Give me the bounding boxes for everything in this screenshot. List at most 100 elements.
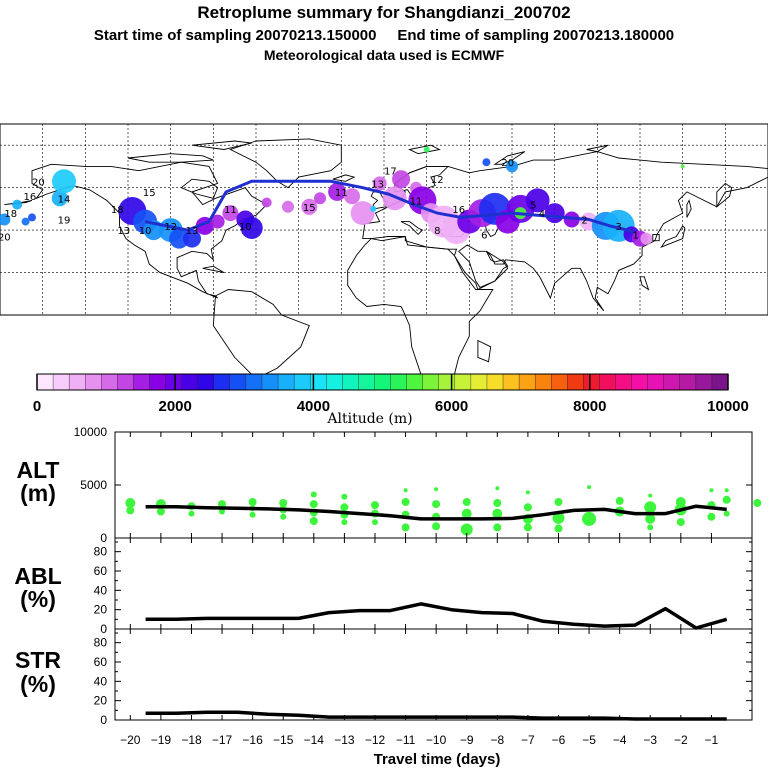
x-tick-label: −4 bbox=[613, 733, 627, 747]
alt-particle-cluster bbox=[188, 510, 195, 517]
alt-particle-cluster bbox=[495, 486, 500, 491]
plume-circle bbox=[372, 176, 387, 191]
x-tick-label: −11 bbox=[396, 733, 416, 747]
coastline bbox=[716, 182, 733, 208]
map-plume-label: 11 bbox=[335, 188, 348, 199]
colorbar-cell bbox=[197, 373, 215, 391]
colorbar-cell bbox=[679, 373, 697, 391]
map-plume-label: 10 bbox=[139, 226, 152, 237]
coastline bbox=[477, 339, 492, 363]
map-plume-label: 16 bbox=[452, 205, 465, 216]
colorbar-cell bbox=[358, 373, 375, 391]
alt-particle-cluster bbox=[219, 508, 225, 515]
coastline bbox=[180, 178, 219, 199]
x-tick-label: −1 bbox=[705, 733, 719, 747]
colorbar-cell bbox=[583, 373, 600, 391]
colorbar-cell bbox=[36, 373, 54, 391]
colorbar-tick-label: 0 bbox=[33, 398, 41, 415]
x-tick-label: −13 bbox=[334, 733, 355, 747]
x-tick-label: −3 bbox=[643, 733, 657, 747]
altitude-colorbar: 0 2000 4000 6000 8000 10000 Altitude (m) bbox=[33, 373, 749, 427]
alt-particle-cluster bbox=[156, 507, 165, 516]
alt-particle-cluster bbox=[310, 491, 317, 498]
plume-circle bbox=[350, 201, 375, 226]
colorbar-cell bbox=[133, 373, 150, 391]
meteorological-data-line: Meteorological data used is ECMWF bbox=[263, 47, 505, 63]
alt-particle-cluster bbox=[644, 501, 657, 514]
altitude-series-line bbox=[145, 504, 727, 521]
plume-circle bbox=[240, 217, 263, 239]
alt-particle-cluster bbox=[523, 523, 532, 532]
alt-particle-cluster bbox=[552, 511, 565, 524]
plume-circle bbox=[544, 203, 565, 224]
plume-circle bbox=[28, 213, 36, 222]
alt-particle-cluster bbox=[645, 513, 656, 524]
x-tick-label: −8 bbox=[490, 733, 504, 747]
coastline bbox=[586, 144, 609, 153]
map-plume-label: 11 bbox=[224, 205, 237, 216]
alt-particle-cluster bbox=[280, 513, 287, 520]
plume-circle bbox=[525, 188, 550, 213]
plume-circle bbox=[222, 205, 239, 222]
alt-particle-cluster bbox=[432, 522, 441, 531]
y-tick-label: 60 bbox=[94, 564, 108, 578]
colorbar-cell bbox=[615, 373, 633, 391]
alt-particle-cluster bbox=[341, 519, 348, 526]
colorbar-tick-label: 6000 bbox=[435, 398, 468, 415]
map-plume-label: 2 bbox=[581, 216, 587, 227]
x-tick-label: −16 bbox=[242, 733, 263, 747]
coastline bbox=[493, 151, 526, 165]
alt-panel-label-1: ALT bbox=[16, 457, 59, 483]
coastline bbox=[212, 289, 310, 380]
y-tick-label: 0 bbox=[100, 622, 107, 636]
alt-particle-cluster bbox=[126, 506, 135, 515]
plume-circle bbox=[382, 186, 407, 211]
colorbar-cell bbox=[470, 373, 488, 391]
colorbar-cell bbox=[518, 373, 536, 391]
plume-circle bbox=[21, 217, 30, 226]
colorbar-cell bbox=[631, 373, 649, 391]
map-plume-label: 20 bbox=[32, 177, 45, 188]
colorbar-tick-label: 8000 bbox=[573, 398, 606, 415]
map-plume-label: 5 bbox=[530, 201, 536, 212]
map-plume-label: 12 bbox=[431, 175, 444, 186]
map-plume-label: 18 bbox=[4, 209, 17, 220]
x-tick-label: −14 bbox=[304, 733, 325, 747]
colorbar-cell bbox=[117, 373, 134, 391]
colorbar-tick-label: 4000 bbox=[297, 398, 330, 415]
x-tick-label: −9 bbox=[460, 733, 474, 747]
colorbar-cell bbox=[567, 373, 584, 391]
alt-particle-cluster bbox=[248, 498, 257, 506]
colorbar-cell bbox=[502, 373, 520, 391]
alt-particle-cluster bbox=[432, 500, 441, 509]
y-tick-label: 10000 bbox=[74, 425, 108, 439]
alt-particle-cluster bbox=[340, 503, 349, 512]
alt-particle-cluster bbox=[218, 500, 226, 509]
alt-particle-cluster bbox=[753, 499, 762, 507]
plume-circle bbox=[261, 197, 272, 208]
map-plume-label: 16 bbox=[24, 192, 37, 203]
map-plume-label: 13 bbox=[186, 226, 199, 237]
abl-series-line bbox=[145, 602, 728, 630]
coastline bbox=[362, 151, 768, 312]
coastline bbox=[458, 244, 509, 288]
x-tick-label: −19 bbox=[151, 733, 172, 747]
colorbar-cell bbox=[374, 373, 392, 391]
colorbar-cell bbox=[261, 373, 279, 391]
plume-circle bbox=[314, 192, 326, 205]
map-plume-label: 15 bbox=[143, 188, 156, 199]
alt-particle-cluster bbox=[279, 499, 288, 507]
map-plume-label: 18 bbox=[111, 205, 124, 216]
x-tick-label: −18 bbox=[181, 733, 202, 747]
map-plume-label: 12 bbox=[164, 222, 177, 233]
alt-panel-label-2: (m) bbox=[20, 480, 56, 506]
map-plume-label: 13 bbox=[371, 179, 384, 190]
coastline bbox=[202, 265, 225, 274]
colorbar-cell bbox=[711, 373, 729, 391]
colorbar-cell bbox=[326, 373, 343, 391]
str-panel-label-1: STR bbox=[15, 647, 61, 673]
colorbar-cell bbox=[181, 373, 199, 391]
coastline bbox=[191, 140, 252, 150]
alt-particle-cluster bbox=[462, 498, 471, 506]
